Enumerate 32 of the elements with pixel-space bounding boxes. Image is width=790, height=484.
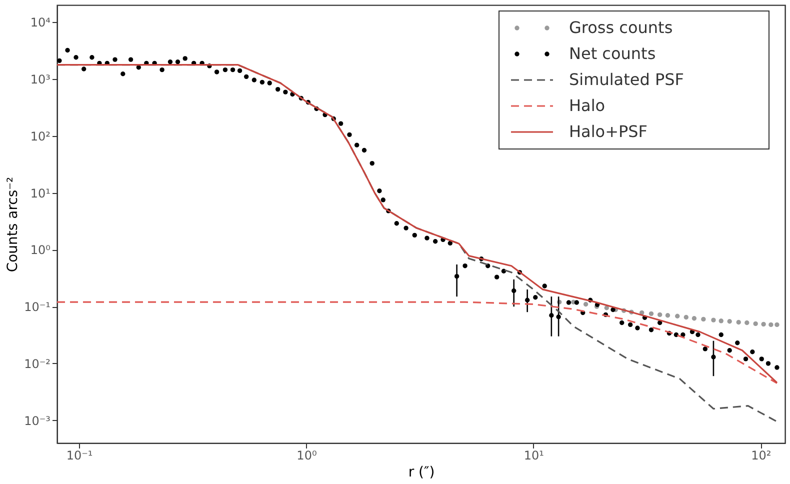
point: [744, 320, 750, 326]
x-axis-title: r (″): [408, 464, 435, 480]
point: [648, 311, 654, 316]
point: [692, 316, 697, 321]
point: [665, 313, 670, 318]
legend-label: Simulated PSF: [569, 70, 684, 89]
y-tick-label: 10⁴: [30, 16, 51, 30]
x-tick-label: 10⁰: [296, 448, 317, 462]
legend-label: Net counts: [569, 44, 656, 63]
legend-label: Halo: [569, 96, 606, 115]
x-tick-label: 10²: [751, 448, 772, 462]
y-tick-label: 10²: [30, 129, 51, 144]
y-tick-label: 10⁰: [30, 243, 51, 258]
point: [736, 320, 741, 325]
y-tick-label: 10¹: [30, 186, 51, 200]
y-tick-label: 10⁻³: [24, 414, 51, 428]
point: [675, 314, 680, 318]
point: [761, 322, 766, 327]
legend-label: Halo+PSF: [569, 122, 648, 141]
x-tick-label: 10⁻¹: [66, 448, 93, 462]
x-tick-label: 10¹: [524, 448, 544, 462]
y-tick-label: 10⁻¹: [24, 300, 51, 314]
y-axis-title: Counts arcs⁻²: [5, 176, 22, 272]
point: [684, 314, 688, 320]
y-tick-label: 10⁻²: [24, 356, 51, 371]
point: [657, 312, 662, 318]
point: [753, 321, 758, 326]
point: [701, 316, 706, 322]
point: [727, 319, 732, 324]
y-tick-label: 10³: [30, 72, 51, 87]
legend-label: Gross counts: [569, 18, 673, 37]
point: [718, 318, 724, 324]
